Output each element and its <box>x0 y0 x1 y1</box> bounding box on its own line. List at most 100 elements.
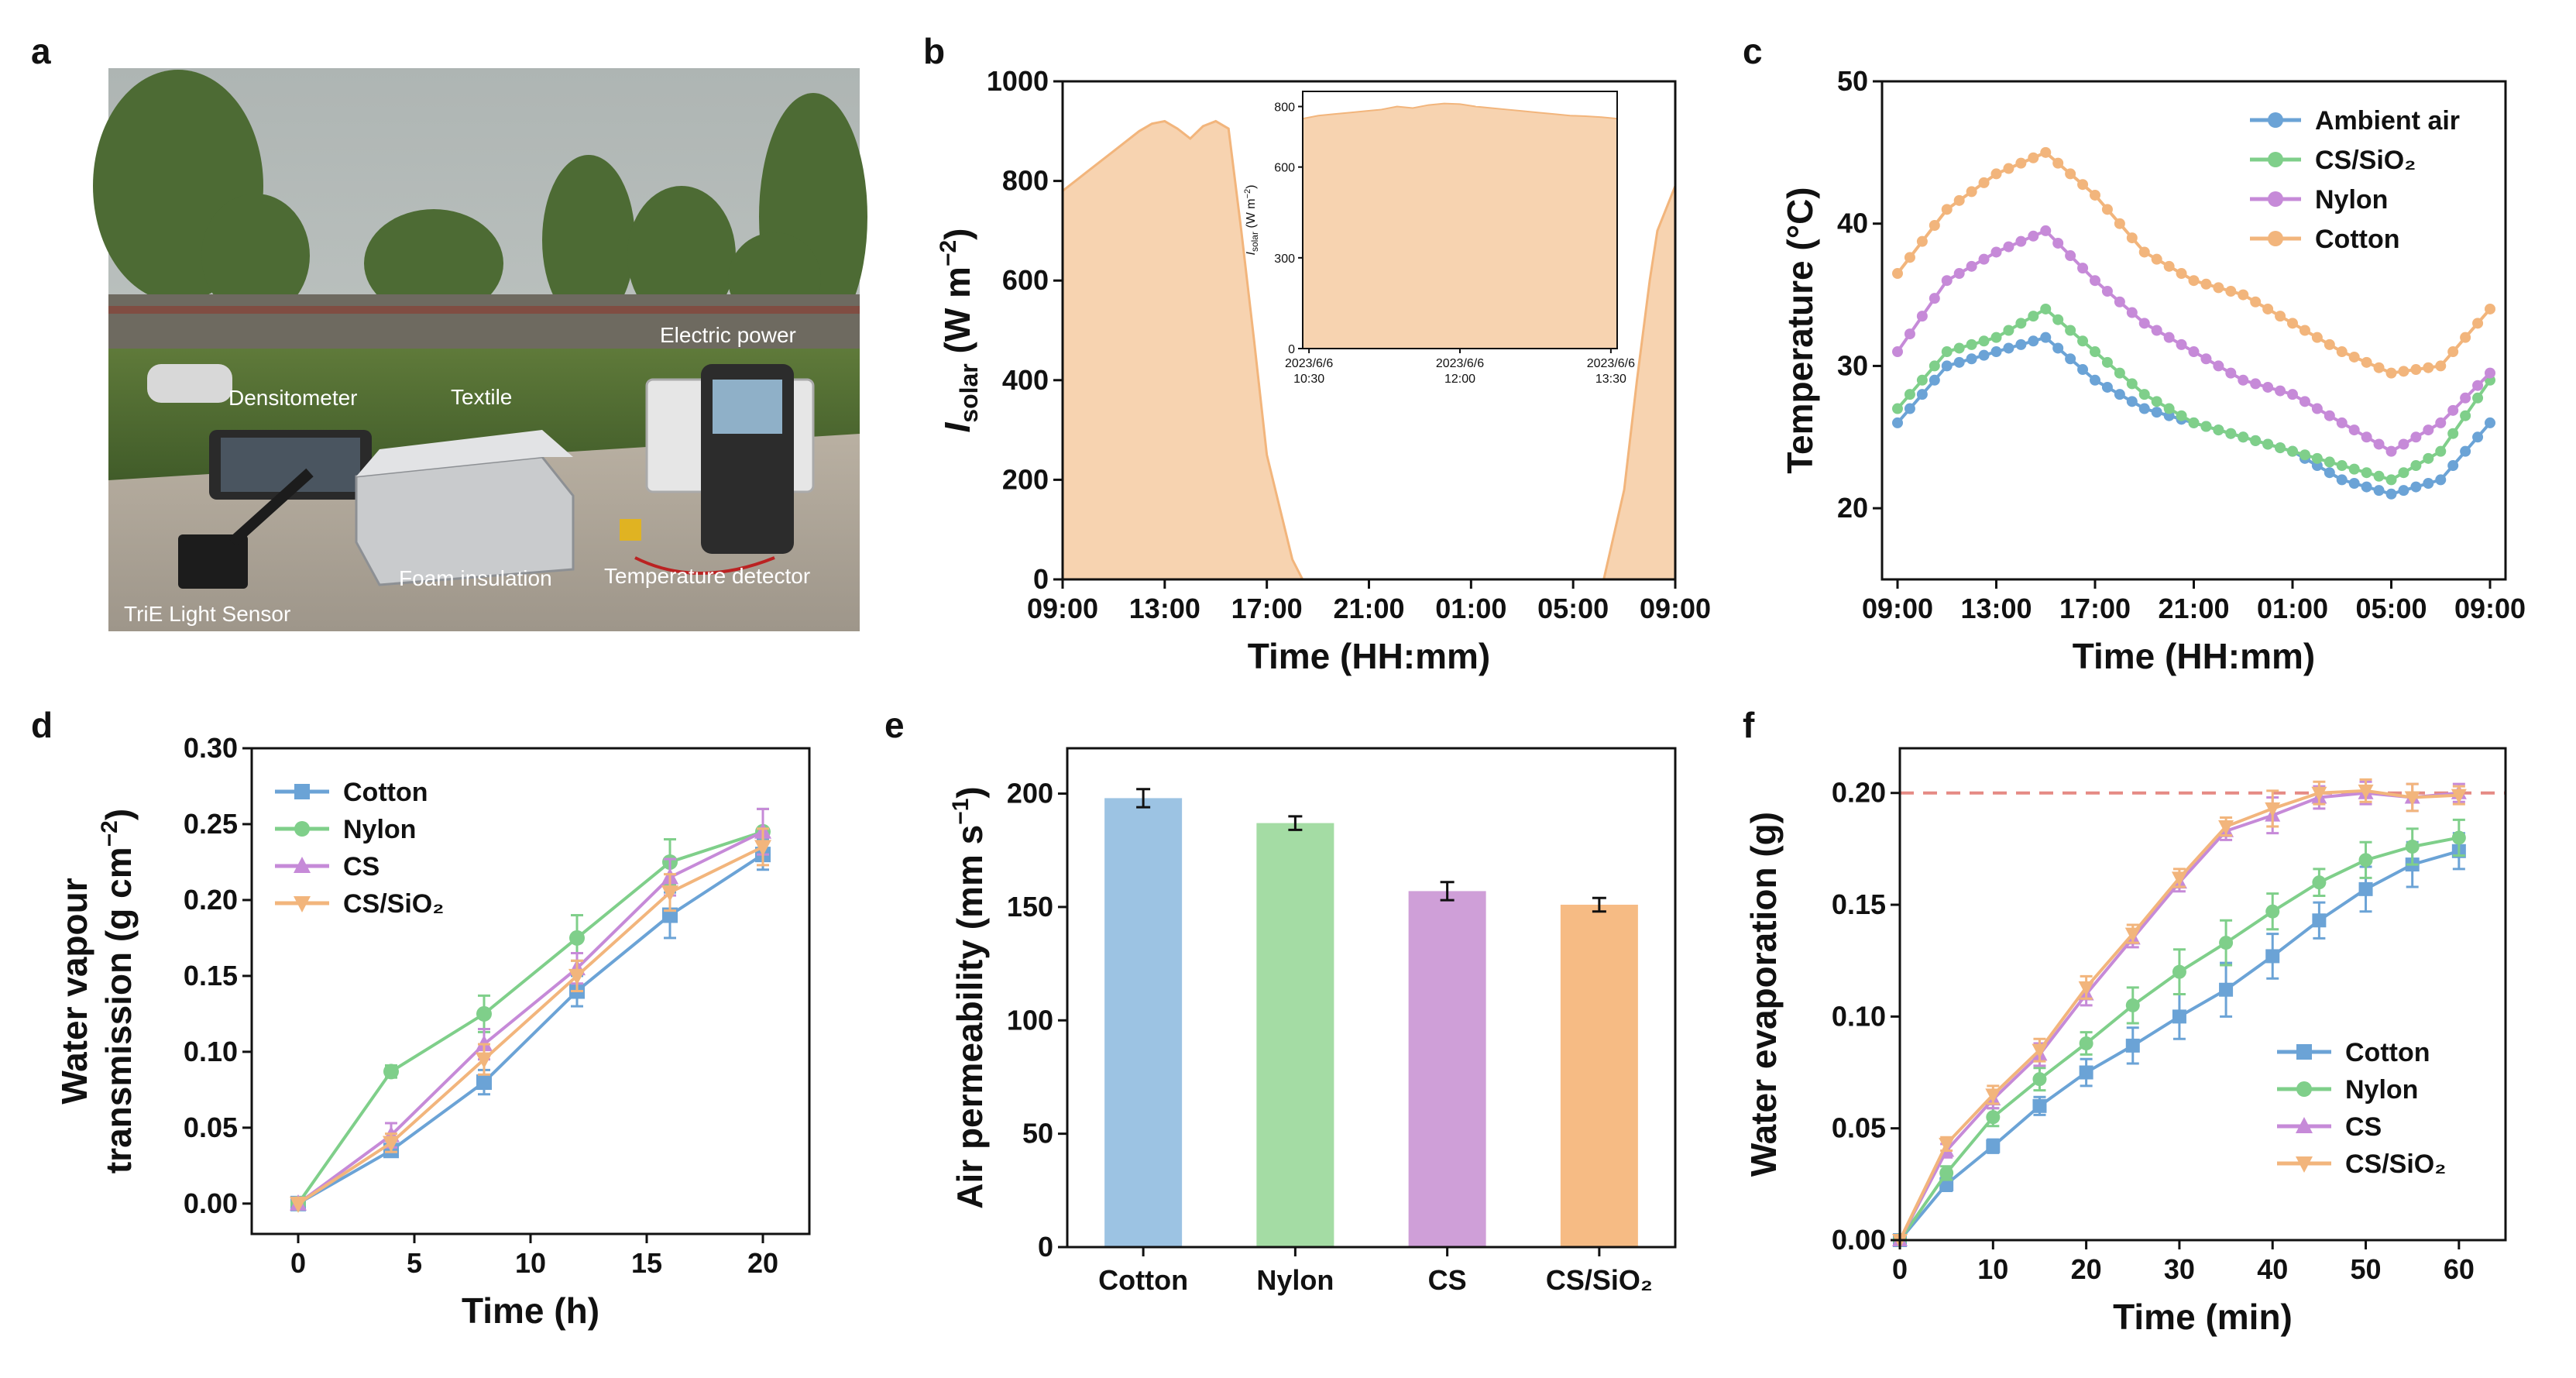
d-xtick-label: 10 <box>515 1247 546 1279</box>
label-temperature-detector: Temperature detector <box>604 564 810 588</box>
c-xtick-label: 17:00 <box>2059 593 2131 624</box>
c-point <box>2435 474 2447 486</box>
c-point <box>1953 268 1965 280</box>
chart-e-air-permeability: Cotton Nylon CS CS/SiO₂ 0 50 100 150 200 Air perm… <box>948 747 1677 1296</box>
c-point <box>1966 353 1977 365</box>
inset-ytick-label: 600 <box>1274 162 1295 175</box>
f-xtick-label: 10 <box>1977 1253 2008 1285</box>
f-point <box>2358 881 2373 896</box>
c-point <box>2090 374 2100 386</box>
c-point <box>2176 338 2187 350</box>
c-point <box>2003 163 2014 174</box>
d-legend-marker <box>294 896 311 912</box>
d-legend-marker <box>294 821 310 837</box>
e-bar-1 <box>1256 823 1334 1247</box>
inset-ytick-label: 300 <box>1274 253 1295 266</box>
panel-letter-b: b <box>923 31 945 71</box>
c-point <box>2065 353 2076 365</box>
b-xtick-label: 01:00 <box>1435 593 1506 624</box>
panel-letter-f: f <box>1743 705 1755 745</box>
c-point <box>2361 481 2372 493</box>
f-point <box>2312 875 2327 890</box>
d-ytick-label: 0.30 <box>184 732 238 764</box>
c-point <box>2188 346 2200 358</box>
c-point <box>2275 385 2286 397</box>
c-point <box>2275 311 2286 322</box>
chart-c-temperature: 20 30 40 50 09:00 13:00 17:00 21:00 01:00 05:00 09… <box>1780 65 2526 676</box>
c-point <box>2151 253 2162 265</box>
e-category-label: Nylon <box>1256 1264 1334 1296</box>
c-point <box>2040 303 2052 314</box>
c-point <box>2311 403 2323 414</box>
c-point <box>2423 477 2434 489</box>
c-point <box>2447 404 2459 416</box>
d-frame <box>250 747 811 1235</box>
c-point <box>2250 296 2262 308</box>
c-point <box>2447 460 2459 472</box>
panel-letter-c: c <box>1743 31 1763 71</box>
c-point <box>2348 477 2360 489</box>
c-point <box>2460 332 2471 343</box>
b-ytick-label: 200 <box>1002 463 1049 495</box>
e-bar-0 <box>1104 798 1183 1247</box>
d-point <box>476 1005 492 1022</box>
f-point <box>2172 964 2186 979</box>
f-point <box>2171 871 2187 887</box>
c-point <box>1978 349 1990 361</box>
f-legend-label: CS <box>2345 1112 2382 1142</box>
f-point <box>2032 1043 2048 1059</box>
chart-d-water-vapour: 0.00 0.05 0.10 0.15 0.20 0.25 0.30 0 5 10 15 20 Time… <box>54 732 811 1331</box>
f-point <box>1939 1166 1954 1180</box>
c-point <box>2250 435 2262 446</box>
e-y-axis-label: Air permeability (mm s−1) <box>948 786 990 1208</box>
f-point <box>2125 1038 2140 1053</box>
c-point <box>2015 235 2027 247</box>
c-point <box>2398 467 2409 479</box>
f-legend-marker <box>2296 1081 2312 1097</box>
c-point <box>2163 403 2175 414</box>
d-point <box>383 1136 400 1153</box>
c-point <box>2485 303 2495 314</box>
label-light-sensor: TriE Light Sensor <box>124 602 290 626</box>
b-y-axis-label: Isolar (W m−2) <box>936 228 983 432</box>
c-point <box>2003 241 2014 253</box>
c-xtick-label: 21:00 <box>2158 593 2229 624</box>
c-ytick-label: 30 <box>1837 349 1868 381</box>
c-point <box>1990 346 2002 358</box>
f-point <box>2404 791 2420 806</box>
f-point <box>2079 1065 2093 1080</box>
b-xtick-label: 17:00 <box>1231 593 1303 624</box>
f-point <box>2265 802 2281 817</box>
c-point <box>2176 410 2187 421</box>
f-point <box>2078 981 2094 996</box>
c-series-line-1 <box>1896 307 2492 482</box>
f-ytick-label: 0.15 <box>1832 888 1886 920</box>
c-point <box>2213 424 2224 436</box>
c-point <box>2398 438 2409 450</box>
c-point <box>2028 152 2039 163</box>
f-point <box>2219 982 2234 997</box>
c-point <box>2015 157 2027 169</box>
f-point <box>2358 853 2373 868</box>
c-point <box>2151 407 2162 418</box>
c-point <box>1916 374 1928 386</box>
c-point <box>2213 360 2224 372</box>
c-point <box>2287 445 2298 457</box>
f-xtick-label: 30 <box>2164 1253 2195 1285</box>
c-point <box>2472 431 2484 443</box>
f-point <box>2451 830 2466 845</box>
c-point <box>2225 428 2237 439</box>
c-point <box>1904 403 1915 414</box>
c-xtick-label: 09:00 <box>2454 593 2526 624</box>
d-point <box>383 1064 399 1080</box>
f-legend-marker <box>2296 1156 2313 1173</box>
c-point <box>1978 177 1990 188</box>
chart-f-water-evaporation: 0.00 0.05 0.10 0.15 0.20 0 10 20 30 40 50 60 Time (m… <box>1743 747 2507 1337</box>
c-point <box>1929 220 1940 232</box>
e-ytick-label: 100 <box>1007 1004 1053 1036</box>
c-point <box>2003 325 2014 336</box>
e-ytick-label: 0 <box>1038 1231 1053 1263</box>
solar-area <box>1061 119 1677 581</box>
c-point <box>2324 338 2335 350</box>
d-series-line-2 <box>297 830 764 1205</box>
